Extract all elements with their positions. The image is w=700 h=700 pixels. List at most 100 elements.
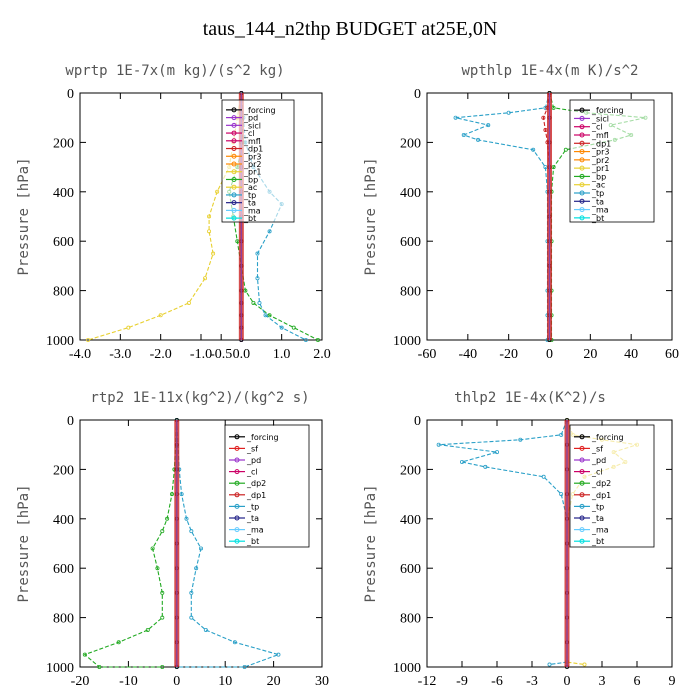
y-tick-label: 800 <box>400 285 421 300</box>
x-tick-label: -20 <box>499 347 518 362</box>
x-tick-label: 40 <box>624 347 638 362</box>
legend-box <box>224 424 310 548</box>
y-tick-label: 0 <box>67 87 74 102</box>
series-point <box>483 464 488 469</box>
x-tick-label: 20 <box>267 674 281 689</box>
series-point <box>251 300 256 305</box>
legend-entry: _tp <box>246 502 259 511</box>
legend-entry: _pr3 <box>591 148 609 157</box>
legend-entry: _ta <box>243 199 256 208</box>
series-point <box>453 115 458 120</box>
series-point <box>160 590 165 595</box>
x-tick-label: 0 <box>564 674 571 689</box>
x-tick-label: -0.5 <box>210 347 232 362</box>
legend-entry: _forcing <box>591 433 624 442</box>
series-point <box>255 276 260 281</box>
legend-marker <box>579 527 585 533</box>
y-tick-label: 800 <box>53 612 74 627</box>
series-point <box>184 516 189 521</box>
series-point <box>476 137 481 142</box>
y-axis-label: Pressure [hPa] <box>363 157 379 275</box>
y-tick-label: 200 <box>53 463 74 478</box>
y-tick-label: 200 <box>53 136 74 151</box>
legend-entry: _dp2 <box>591 479 611 488</box>
series-point <box>160 665 165 670</box>
y-tick-label: 800 <box>53 285 74 300</box>
legend-entry: _ac <box>243 183 257 192</box>
legend-entry: _mfl <box>243 137 261 146</box>
legend-marker <box>231 122 237 128</box>
y-tick-label: 200 <box>400 136 421 151</box>
legend-marker <box>579 538 585 544</box>
series-point <box>267 229 272 234</box>
legend-marker <box>234 434 240 440</box>
series-line-tp <box>438 419 568 666</box>
panel-title: rtp2 1E-11x(kg^2)/(kg^2 s) <box>90 390 309 406</box>
legend-entry: _mfl <box>591 131 609 140</box>
legend-marker <box>579 198 585 204</box>
x-tick-label: 30 <box>315 674 329 689</box>
legend-entry: _bt <box>243 214 256 223</box>
legend-marker <box>231 200 237 206</box>
legend-marker <box>231 153 237 159</box>
plot-frame <box>426 419 673 668</box>
x-tick-label: 10 <box>218 674 232 689</box>
legend-marker <box>579 457 585 463</box>
x-tick-label: 9 <box>669 674 676 689</box>
legend-entry: _ac <box>591 181 605 190</box>
legend-entry: _sicl <box>243 121 261 130</box>
series-point <box>211 251 216 256</box>
legend-entry: _tp <box>591 502 604 511</box>
legend-marker <box>234 503 240 509</box>
y-tick-label: 600 <box>53 235 74 250</box>
series-point <box>158 313 163 318</box>
series-point <box>257 300 262 305</box>
series-point <box>267 313 272 318</box>
y-tick-label: 400 <box>400 186 421 201</box>
y-tick-label: 0 <box>414 87 421 102</box>
legend-marker <box>231 192 237 198</box>
legend-marker <box>234 515 240 521</box>
series-point <box>279 325 284 330</box>
y-tick-label: 600 <box>400 562 421 577</box>
legend-marker <box>231 215 237 221</box>
legend-entry: _pd <box>246 456 261 465</box>
series-line-dp1 <box>83 419 178 668</box>
legend-entry: _pr2 <box>591 156 609 165</box>
series-point <box>126 325 131 330</box>
legend-entry: _pd <box>591 456 606 465</box>
y-tick-label: 1000 <box>46 334 74 349</box>
legend-marker <box>579 182 585 188</box>
series-point <box>194 566 199 571</box>
series-point <box>486 123 491 128</box>
y-tick-label: 0 <box>67 414 74 429</box>
legend-entry: _bt <box>591 214 604 223</box>
legend-entry: _dp1 <box>591 139 611 148</box>
series-point <box>82 652 87 657</box>
series-point <box>582 662 587 667</box>
legend-entry: _bt <box>591 537 604 546</box>
series-point <box>160 615 165 620</box>
chart-thlp2: thlp2 1E-4x(K^2)/s Pressure [hPa] 0 200 400 6… <box>363 390 676 689</box>
series-point <box>255 251 260 256</box>
x-tick-label: 1.0 <box>273 347 291 362</box>
legend-marker <box>579 124 585 130</box>
series-point <box>189 615 194 620</box>
legend-marker <box>579 190 585 196</box>
legend-marker <box>231 161 237 167</box>
series-point <box>165 516 170 521</box>
x-tick-label: -10 <box>119 674 138 689</box>
chart-wprtp: wprtp 1E-7x(m kg)/(s^2 kg) Pressure [hPa]… <box>16 63 331 362</box>
legend-marker <box>231 107 237 113</box>
x-tick-label: 0 <box>546 347 553 362</box>
legend-marker <box>579 107 585 113</box>
panel-title: thlp2 1E-4x(K^2)/s <box>454 390 606 406</box>
legend-marker <box>234 527 240 533</box>
legend-entry: _ma <box>591 526 609 535</box>
legend-marker <box>234 445 240 451</box>
series-point <box>203 627 208 632</box>
series-line-tp <box>176 419 281 668</box>
legend-marker <box>579 503 585 509</box>
series-point <box>155 566 160 571</box>
legend-marker <box>579 434 585 440</box>
